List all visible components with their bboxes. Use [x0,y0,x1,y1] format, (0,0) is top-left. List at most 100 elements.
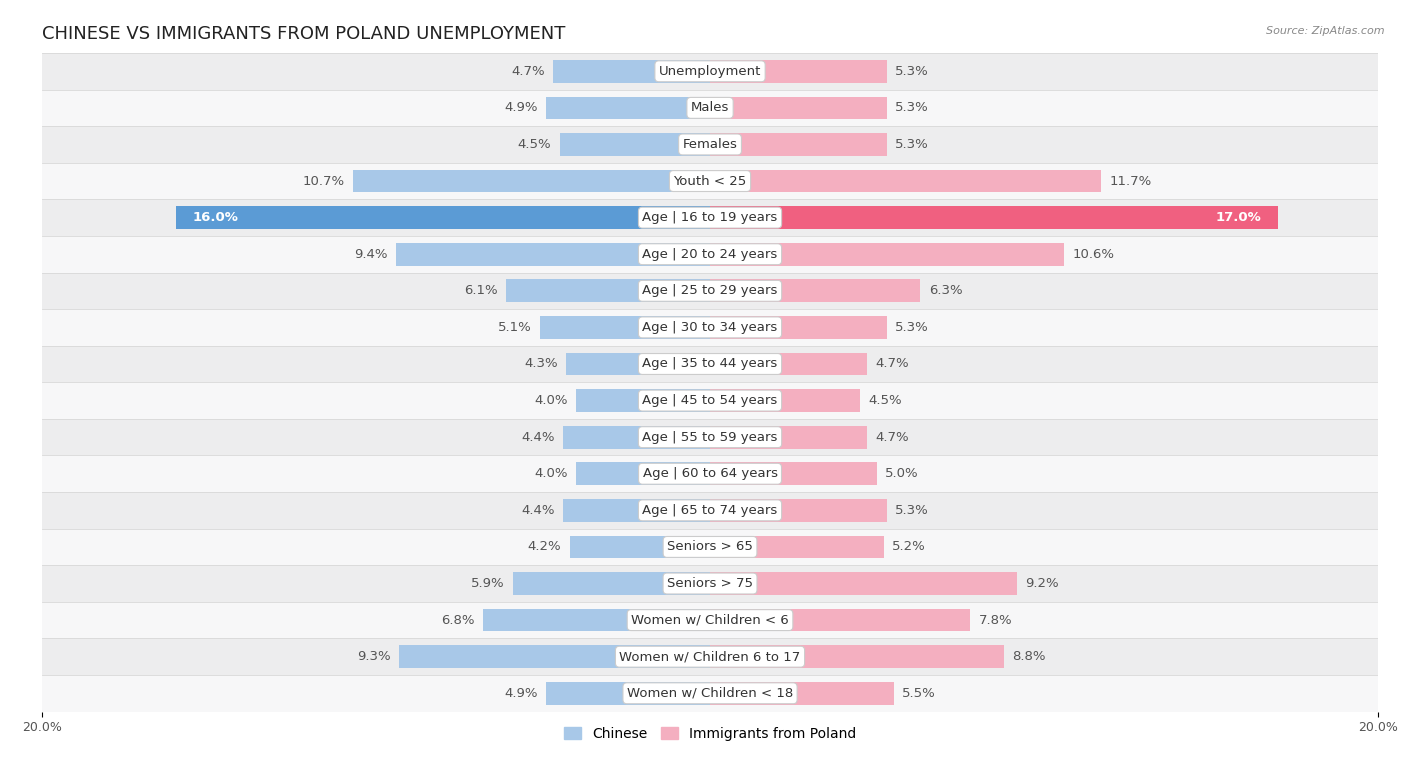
Text: 5.3%: 5.3% [896,138,929,151]
Text: 5.9%: 5.9% [471,577,505,590]
Bar [42,199,1378,236]
Bar [553,60,710,83]
Bar [484,609,710,631]
Text: 4.9%: 4.9% [505,687,538,699]
Text: Unemployment: Unemployment [659,65,761,78]
Text: 5.3%: 5.3% [896,101,929,114]
Bar [562,426,710,448]
Bar [353,170,710,192]
Bar [506,279,710,302]
Bar [547,97,710,119]
Bar [710,207,1278,229]
Text: Age | 35 to 44 years: Age | 35 to 44 years [643,357,778,370]
Text: 5.2%: 5.2% [891,540,925,553]
Bar [710,536,883,558]
Bar [710,572,1017,595]
Text: 4.3%: 4.3% [524,357,558,370]
Text: Women w/ Children < 6: Women w/ Children < 6 [631,614,789,627]
Bar [42,163,1378,199]
Text: 4.9%: 4.9% [505,101,538,114]
Text: 5.1%: 5.1% [498,321,531,334]
Text: 6.8%: 6.8% [441,614,475,627]
Text: 4.0%: 4.0% [534,394,568,407]
Bar [42,456,1378,492]
Text: 8.8%: 8.8% [1012,650,1046,663]
Text: 4.0%: 4.0% [534,467,568,480]
Bar [42,89,1378,126]
Bar [576,463,710,485]
Text: Source: ZipAtlas.com: Source: ZipAtlas.com [1267,26,1385,36]
Text: 4.4%: 4.4% [522,504,555,517]
Bar [569,536,710,558]
Text: 9.3%: 9.3% [357,650,391,663]
Text: Age | 45 to 54 years: Age | 45 to 54 years [643,394,778,407]
Text: Seniors > 65: Seniors > 65 [666,540,754,553]
Bar [710,463,877,485]
Text: Women w/ Children < 18: Women w/ Children < 18 [627,687,793,699]
Bar [42,638,1378,675]
Text: 5.3%: 5.3% [896,504,929,517]
Bar [560,133,710,156]
Text: Age | 25 to 29 years: Age | 25 to 29 years [643,285,778,298]
Text: 4.7%: 4.7% [512,65,544,78]
Bar [710,243,1064,266]
Bar [42,346,1378,382]
Bar [710,279,921,302]
Text: 9.2%: 9.2% [1025,577,1059,590]
Text: CHINESE VS IMMIGRANTS FROM POLAND UNEMPLOYMENT: CHINESE VS IMMIGRANTS FROM POLAND UNEMPL… [42,25,565,43]
Text: 11.7%: 11.7% [1109,175,1152,188]
Text: Age | 60 to 64 years: Age | 60 to 64 years [643,467,778,480]
Bar [710,426,868,448]
Text: Age | 16 to 19 years: Age | 16 to 19 years [643,211,778,224]
Text: 4.7%: 4.7% [876,357,908,370]
Text: 4.5%: 4.5% [869,394,903,407]
Text: 16.0%: 16.0% [193,211,239,224]
Bar [176,207,710,229]
Text: 5.0%: 5.0% [886,467,920,480]
Bar [710,609,970,631]
Bar [42,53,1378,89]
Bar [567,353,710,375]
Text: Youth < 25: Youth < 25 [673,175,747,188]
Text: Males: Males [690,101,730,114]
Text: 4.2%: 4.2% [527,540,561,553]
Text: Age | 55 to 59 years: Age | 55 to 59 years [643,431,778,444]
Text: 4.5%: 4.5% [517,138,551,151]
Text: 5.5%: 5.5% [903,687,936,699]
Bar [562,499,710,522]
Text: Females: Females [682,138,738,151]
Text: 17.0%: 17.0% [1215,211,1261,224]
Bar [710,353,868,375]
Text: 5.3%: 5.3% [896,321,929,334]
Text: Age | 20 to 24 years: Age | 20 to 24 years [643,248,778,260]
Text: 6.1%: 6.1% [464,285,498,298]
Bar [396,243,710,266]
Bar [710,389,860,412]
Text: 4.7%: 4.7% [876,431,908,444]
Text: 10.6%: 10.6% [1073,248,1115,260]
Bar [710,646,1004,668]
Bar [42,602,1378,638]
Text: Women w/ Children 6 to 17: Women w/ Children 6 to 17 [620,650,800,663]
Text: Age | 65 to 74 years: Age | 65 to 74 years [643,504,778,517]
Bar [710,170,1101,192]
Text: 9.4%: 9.4% [354,248,388,260]
Bar [42,675,1378,712]
Text: 10.7%: 10.7% [302,175,344,188]
Bar [710,97,887,119]
Bar [42,419,1378,456]
Bar [710,499,887,522]
Bar [576,389,710,412]
Bar [710,682,894,705]
Bar [540,316,710,338]
Text: 7.8%: 7.8% [979,614,1012,627]
Text: 4.4%: 4.4% [522,431,555,444]
Bar [710,60,887,83]
Bar [42,492,1378,528]
Bar [710,133,887,156]
Bar [399,646,710,668]
Text: Seniors > 75: Seniors > 75 [666,577,754,590]
Bar [42,309,1378,346]
Bar [513,572,710,595]
Bar [42,236,1378,273]
